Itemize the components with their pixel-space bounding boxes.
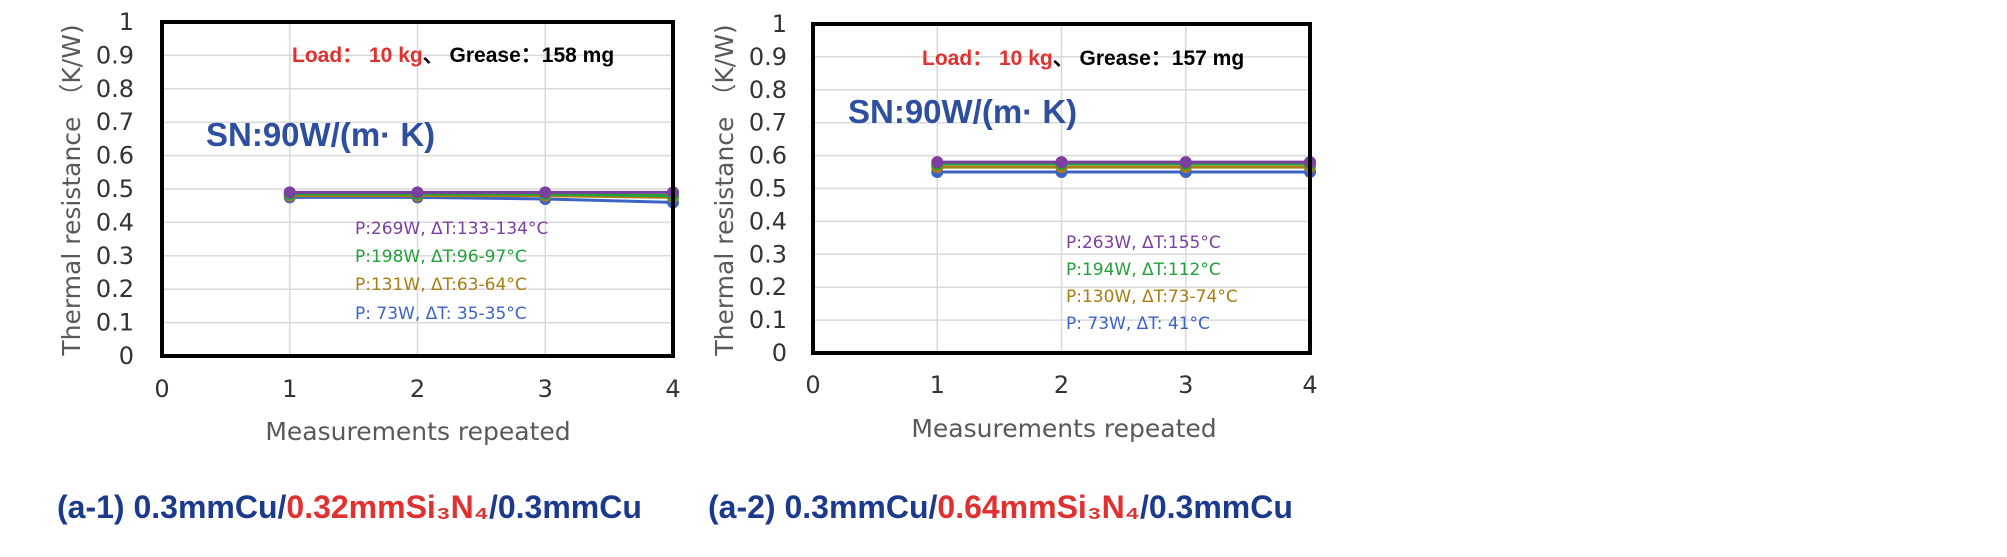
y-tick-label: 0.7 <box>749 109 787 137</box>
series-line <box>289 195 674 204</box>
sn-label: SN:90W/(m· K) <box>206 116 435 153</box>
y-tick-label: 0.8 <box>749 76 787 104</box>
data-point <box>283 186 296 199</box>
x-tick-label: 1 <box>930 371 945 399</box>
x-tick-label: 4 <box>1302 371 1317 399</box>
data-point <box>411 186 424 199</box>
series-line <box>289 194 674 199</box>
y-axis-title: Thermal resistance （K/W) <box>710 24 739 356</box>
series-label: P: 73W, ΔT: 35-35°C <box>355 304 527 324</box>
y-tick-label: 0 <box>772 339 787 367</box>
load-grease-annotation: Load： 10 kg、 Grease：158 mg <box>292 44 614 67</box>
load-value: 10 kg <box>369 44 423 67</box>
y-tick-label: 0.1 <box>96 309 134 337</box>
data-point <box>1179 156 1192 169</box>
y-tick-label: 0.5 <box>96 175 134 203</box>
y-tick-label: 0.7 <box>96 108 134 136</box>
x-tick-label: 2 <box>1054 371 1069 399</box>
caption-suffix: /0.3mmCu <box>1140 489 1293 525</box>
y-tick-label: 0.1 <box>749 306 787 334</box>
separator: 、 <box>1053 47 1080 70</box>
series-label: P:194W, ΔT:112°C <box>1066 260 1221 280</box>
x-axis-title: Measurements repeated <box>911 414 1216 443</box>
load-label: Load： <box>922 47 999 70</box>
x-tick-label: 3 <box>538 375 553 403</box>
x-tick-label: 4 <box>665 375 680 403</box>
caption-a2: (a-2) 0.3mmCu/0.64mmSi₃N₄/0.3mmCu <box>708 489 1293 525</box>
y-tick-label: 0.3 <box>749 240 787 268</box>
series-line <box>289 192 674 198</box>
y-tick-label: 0.4 <box>749 207 787 235</box>
caption-suffix: /0.3mmCu <box>489 489 642 525</box>
caption-prefix: (a-1) 0.3mmCu/ <box>57 489 287 525</box>
data-point <box>539 186 552 199</box>
y-tick-label: 0 <box>119 342 134 370</box>
load-value: 10 kg <box>999 47 1053 70</box>
y-tick-label: 0.8 <box>96 75 134 103</box>
series-label: P:130W, ΔT:73-74°C <box>1066 287 1238 307</box>
x-tick-label: 3 <box>1178 371 1193 399</box>
y-tick-label: 0.9 <box>749 43 787 71</box>
y-tick-label: 1 <box>772 10 787 38</box>
series-label: P:198W, ΔT:96-97°C <box>355 247 527 267</box>
grease-text: Grease：157 mg <box>1080 47 1245 70</box>
caption-prefix: (a-2) 0.3mmCu/ <box>708 489 938 525</box>
data-point <box>1055 156 1068 169</box>
y-tick-label: 1 <box>119 8 134 36</box>
caption-a1: (a-1) 0.3mmCu/0.32mmSi₃N₄/0.3mmCu <box>57 489 642 525</box>
x-axis-title: Measurements repeated <box>265 417 570 446</box>
y-tick-label: 0.5 <box>749 175 787 203</box>
chart-a2: 0 0.1 0.2 0.3 0.4 0.5 0.6 0.7 0.8 0.9 1 0 1 2 3 4 Measur… <box>710 10 1318 443</box>
y-tick-label: 0.4 <box>96 208 134 236</box>
series-label: P:263W, ΔT:155°C <box>1066 233 1221 253</box>
separator: 、 <box>423 44 450 67</box>
x-tick-label: 0 <box>154 375 169 403</box>
x-tick-label: 1 <box>282 375 297 403</box>
y-tick-label: 0.3 <box>96 242 134 270</box>
series-label: P:131W, ΔT:63-64°C <box>355 275 527 295</box>
chart-a1: 0 0.1 0.2 0.3 0.4 0.5 0.6 0.7 0.8 0.9 1 0 1 2 3 4 Measur… <box>57 8 681 446</box>
y-tick-label: 0.6 <box>96 142 134 170</box>
x-tick-label: 2 <box>410 375 425 403</box>
y-axis-title: Thermal resistance （K/W) <box>57 24 86 356</box>
caption-highlight: 0.32mmSi₃N₄ <box>286 489 489 525</box>
load-grease-annotation: Load： 10 kg、 Grease：157 mg <box>922 47 1244 70</box>
load-label: Load： <box>292 44 369 67</box>
sn-label: SN:90W/(m· K) <box>848 93 1077 130</box>
y-tick-label: 0.9 <box>96 41 134 69</box>
series-label: P: 73W, ΔT: 41°C <box>1066 314 1210 334</box>
data-point <box>931 156 944 169</box>
grease-text: Grease：158 mg <box>450 44 615 67</box>
series-label: P:269W, ΔT:133-134°C <box>355 219 548 239</box>
y-tick-label: 0.2 <box>749 273 787 301</box>
plot-frame <box>811 22 1312 355</box>
caption-highlight: 0.64mmSi₃N₄ <box>937 489 1140 525</box>
x-tick-label: 0 <box>805 371 820 399</box>
plot-frame <box>160 20 675 358</box>
y-tick-label: 0.6 <box>749 142 787 170</box>
y-tick-label: 0.2 <box>96 275 134 303</box>
